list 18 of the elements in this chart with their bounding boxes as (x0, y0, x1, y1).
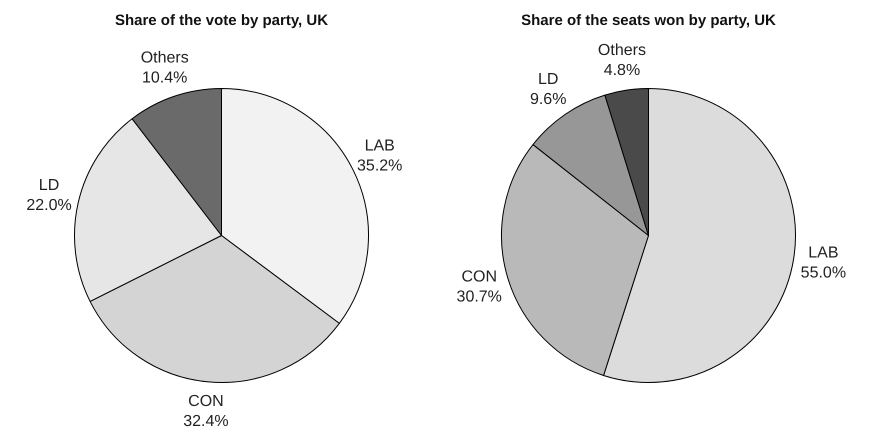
slice-label: LAB (808, 244, 838, 262)
slice-label: LD (538, 71, 558, 88)
data-label: 30.7% (456, 288, 502, 306)
slice-label: LD (38, 177, 60, 194)
data-label: 32.4% (183, 413, 229, 430)
data-label: 4.8% (604, 62, 640, 79)
slice-label: Others (140, 49, 189, 66)
data-label: 9.6% (530, 91, 566, 108)
slice-label: CON (461, 268, 498, 286)
chart-title: Share of the vote by party, UK (114, 12, 328, 30)
slice-label: CON (188, 393, 224, 410)
data-label: 10.4% (142, 69, 188, 86)
data-label: 35.2% (357, 158, 402, 175)
slice-label: Others (598, 42, 646, 59)
slice-label: LAB (364, 138, 395, 155)
data-label: 55.0% (800, 264, 846, 282)
data-label: 22.0% (26, 197, 72, 214)
chart-title: Share of the seats won by party, UK (521, 12, 776, 30)
